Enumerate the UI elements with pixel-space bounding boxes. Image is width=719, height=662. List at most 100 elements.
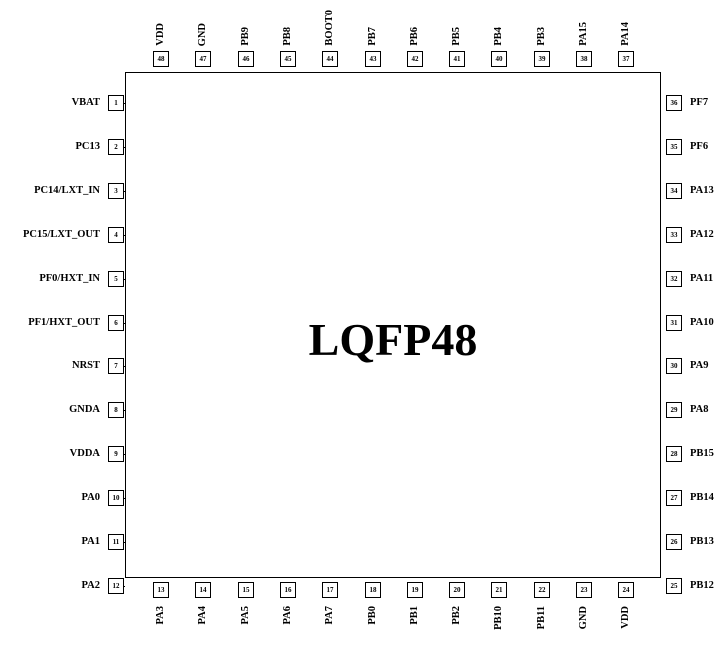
- pin-43-number: 43: [365, 51, 381, 67]
- pin-3-label: PC14/LXT_IN: [34, 185, 100, 196]
- pin-41-number: 41: [449, 51, 465, 67]
- pin-22-label: PB11: [536, 606, 547, 630]
- chip-body: [125, 72, 661, 578]
- pin-45-label: PB8: [282, 27, 293, 46]
- pin-33-number: 33: [666, 227, 682, 243]
- pin-5-number: 5: [108, 271, 124, 287]
- pin-40-label: PB4: [493, 27, 504, 46]
- pin-10-label: PA0: [81, 492, 100, 503]
- pin-31-number: 31: [666, 315, 682, 331]
- pin-48-label: VDD: [155, 23, 166, 46]
- pin-20-number: 20: [449, 582, 465, 598]
- pin-42-number: 42: [407, 51, 423, 67]
- pin-32-label: PA11: [690, 273, 714, 284]
- pin-14-label: PA4: [197, 606, 208, 625]
- pin-47-number: 47: [195, 51, 211, 67]
- pin-33-label: PA12: [690, 229, 714, 240]
- pin-6-label: PF1/HXT_OUT: [28, 317, 100, 328]
- pin-42-label: PB6: [409, 27, 420, 46]
- pin-31-label: PA10: [690, 317, 714, 328]
- pin-1-label: VBAT: [71, 97, 100, 108]
- pin-15-number: 15: [238, 582, 254, 598]
- pin-14-number: 14: [195, 582, 211, 598]
- pin-45-number: 45: [280, 51, 296, 67]
- pin-17-number: 17: [322, 582, 338, 598]
- pin-19-label: PB1: [409, 606, 420, 625]
- pin-26-label: PB13: [690, 536, 714, 547]
- pin-8-number: 8: [108, 402, 124, 418]
- pin-24-label: VDD: [620, 606, 631, 629]
- pin-24-number: 24: [618, 582, 634, 598]
- pin-22-number: 22: [534, 582, 550, 598]
- pin-16-label: PA6: [282, 606, 293, 625]
- pin-9-label: VDDA: [69, 448, 100, 459]
- pin-34-number: 34: [666, 183, 682, 199]
- pin-7-label: NRST: [71, 360, 100, 371]
- pin-10-lead: [124, 498, 125, 499]
- pin-7-number: 7: [108, 358, 124, 374]
- pin-12-lead: [124, 586, 125, 587]
- pin-11-number: 11: [108, 534, 124, 550]
- pin-3-lead: [124, 191, 125, 192]
- pin-46-label: PB9: [240, 27, 251, 46]
- pin-26-number: 26: [666, 534, 682, 550]
- pin-36-number: 36: [666, 95, 682, 111]
- pin-32-number: 32: [666, 271, 682, 287]
- pin-8-label: GNDA: [69, 404, 100, 415]
- pin-5-label: PF0/HXT_IN: [39, 273, 100, 284]
- pin-47-label: GND: [197, 22, 208, 46]
- pin-12-label: PA2: [81, 580, 100, 591]
- pin-36-label: PF7: [690, 97, 709, 108]
- pin-35-label: PF6: [690, 141, 709, 152]
- pin-44-number: 44: [322, 51, 338, 67]
- pin-39-label: PB3: [536, 27, 547, 46]
- pin-16-number: 16: [280, 582, 296, 598]
- pin-4-number: 4: [108, 227, 124, 243]
- pin-46-number: 46: [238, 51, 254, 67]
- pin-10-number: 10: [108, 490, 124, 506]
- pin-25-number: 25: [666, 578, 682, 594]
- pin-21-number: 21: [491, 582, 507, 598]
- chip-title: LQFP48: [308, 314, 478, 365]
- pin-23-label: GND: [578, 606, 589, 630]
- pin-7-lead: [124, 366, 125, 367]
- pin-4-label: PC15/LXT_OUT: [22, 229, 100, 240]
- pin-21-label: PB10: [493, 606, 504, 630]
- pin-15-label: PA5: [240, 606, 251, 625]
- pin-6-lead: [124, 323, 125, 324]
- pin-39-number: 39: [534, 51, 550, 67]
- pin-20-label: PB2: [451, 606, 462, 625]
- pin-19-number: 19: [407, 582, 423, 598]
- pin-12-number: 12: [108, 578, 124, 594]
- pin-30-label: PA9: [690, 360, 709, 371]
- pin-44-label: BOOT0: [324, 10, 335, 46]
- pin-11-lead: [124, 542, 125, 543]
- pin-28-label: PB15: [690, 448, 714, 459]
- pin-27-label: PB14: [690, 492, 714, 503]
- pin-34-label: PA13: [690, 185, 714, 196]
- pin-40-number: 40: [491, 51, 507, 67]
- pin-5-lead: [124, 279, 125, 280]
- pin-9-lead: [124, 454, 125, 455]
- pin-37-label: PA14: [620, 22, 631, 46]
- pin-6-number: 6: [108, 315, 124, 331]
- pin-43-label: PB7: [367, 27, 378, 46]
- pin-38-label: PA15: [578, 22, 589, 46]
- pin-18-label: PB0: [367, 606, 378, 625]
- pin-4-lead: [124, 235, 125, 236]
- pin-13-label: PA3: [155, 606, 166, 625]
- pin-9-number: 9: [108, 446, 124, 462]
- pin-30-number: 30: [666, 358, 682, 374]
- pin-1-number: 1: [108, 95, 124, 111]
- pin-2-label: PC13: [75, 141, 101, 152]
- pin-25-label: PB12: [690, 580, 714, 591]
- pin-8-lead: [124, 410, 125, 411]
- pin-11-label: PA1: [81, 536, 100, 547]
- pin-13-number: 13: [153, 582, 169, 598]
- pin-37-number: 37: [618, 51, 634, 67]
- pin-23-number: 23: [576, 582, 592, 598]
- pin-35-number: 35: [666, 139, 682, 155]
- pin-48-number: 48: [153, 51, 169, 67]
- pin-1-lead: [124, 103, 125, 104]
